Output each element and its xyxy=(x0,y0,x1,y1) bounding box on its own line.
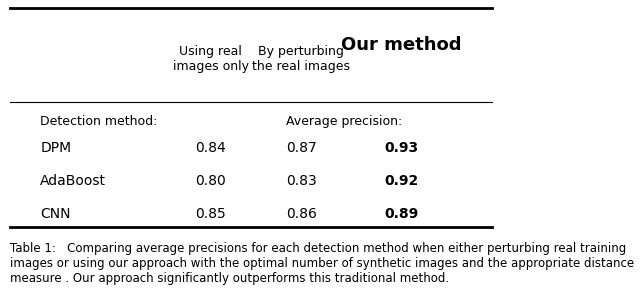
Text: 0.85: 0.85 xyxy=(195,207,226,221)
Text: Detection method:: Detection method: xyxy=(40,115,157,128)
Text: Our method: Our method xyxy=(341,36,462,54)
Text: Using real
images only: Using real images only xyxy=(173,44,249,72)
Text: 0.87: 0.87 xyxy=(286,140,317,154)
Text: 0.93: 0.93 xyxy=(385,140,419,154)
Text: Table 1:   Comparing average precisions for each detection method when either pe: Table 1: Comparing average precisions fo… xyxy=(10,242,634,285)
Text: 0.84: 0.84 xyxy=(195,140,226,154)
Text: 0.80: 0.80 xyxy=(195,174,226,188)
Text: DPM: DPM xyxy=(40,140,71,154)
Text: 0.89: 0.89 xyxy=(385,207,419,221)
Text: Average precision:: Average precision: xyxy=(286,115,403,128)
Text: 0.86: 0.86 xyxy=(285,207,317,221)
Text: CNN: CNN xyxy=(40,207,70,221)
Text: 0.83: 0.83 xyxy=(286,174,317,188)
Text: By perturbing
the real images: By perturbing the real images xyxy=(252,44,350,72)
Text: AdaBoost: AdaBoost xyxy=(40,174,106,188)
Text: 0.92: 0.92 xyxy=(385,174,419,188)
